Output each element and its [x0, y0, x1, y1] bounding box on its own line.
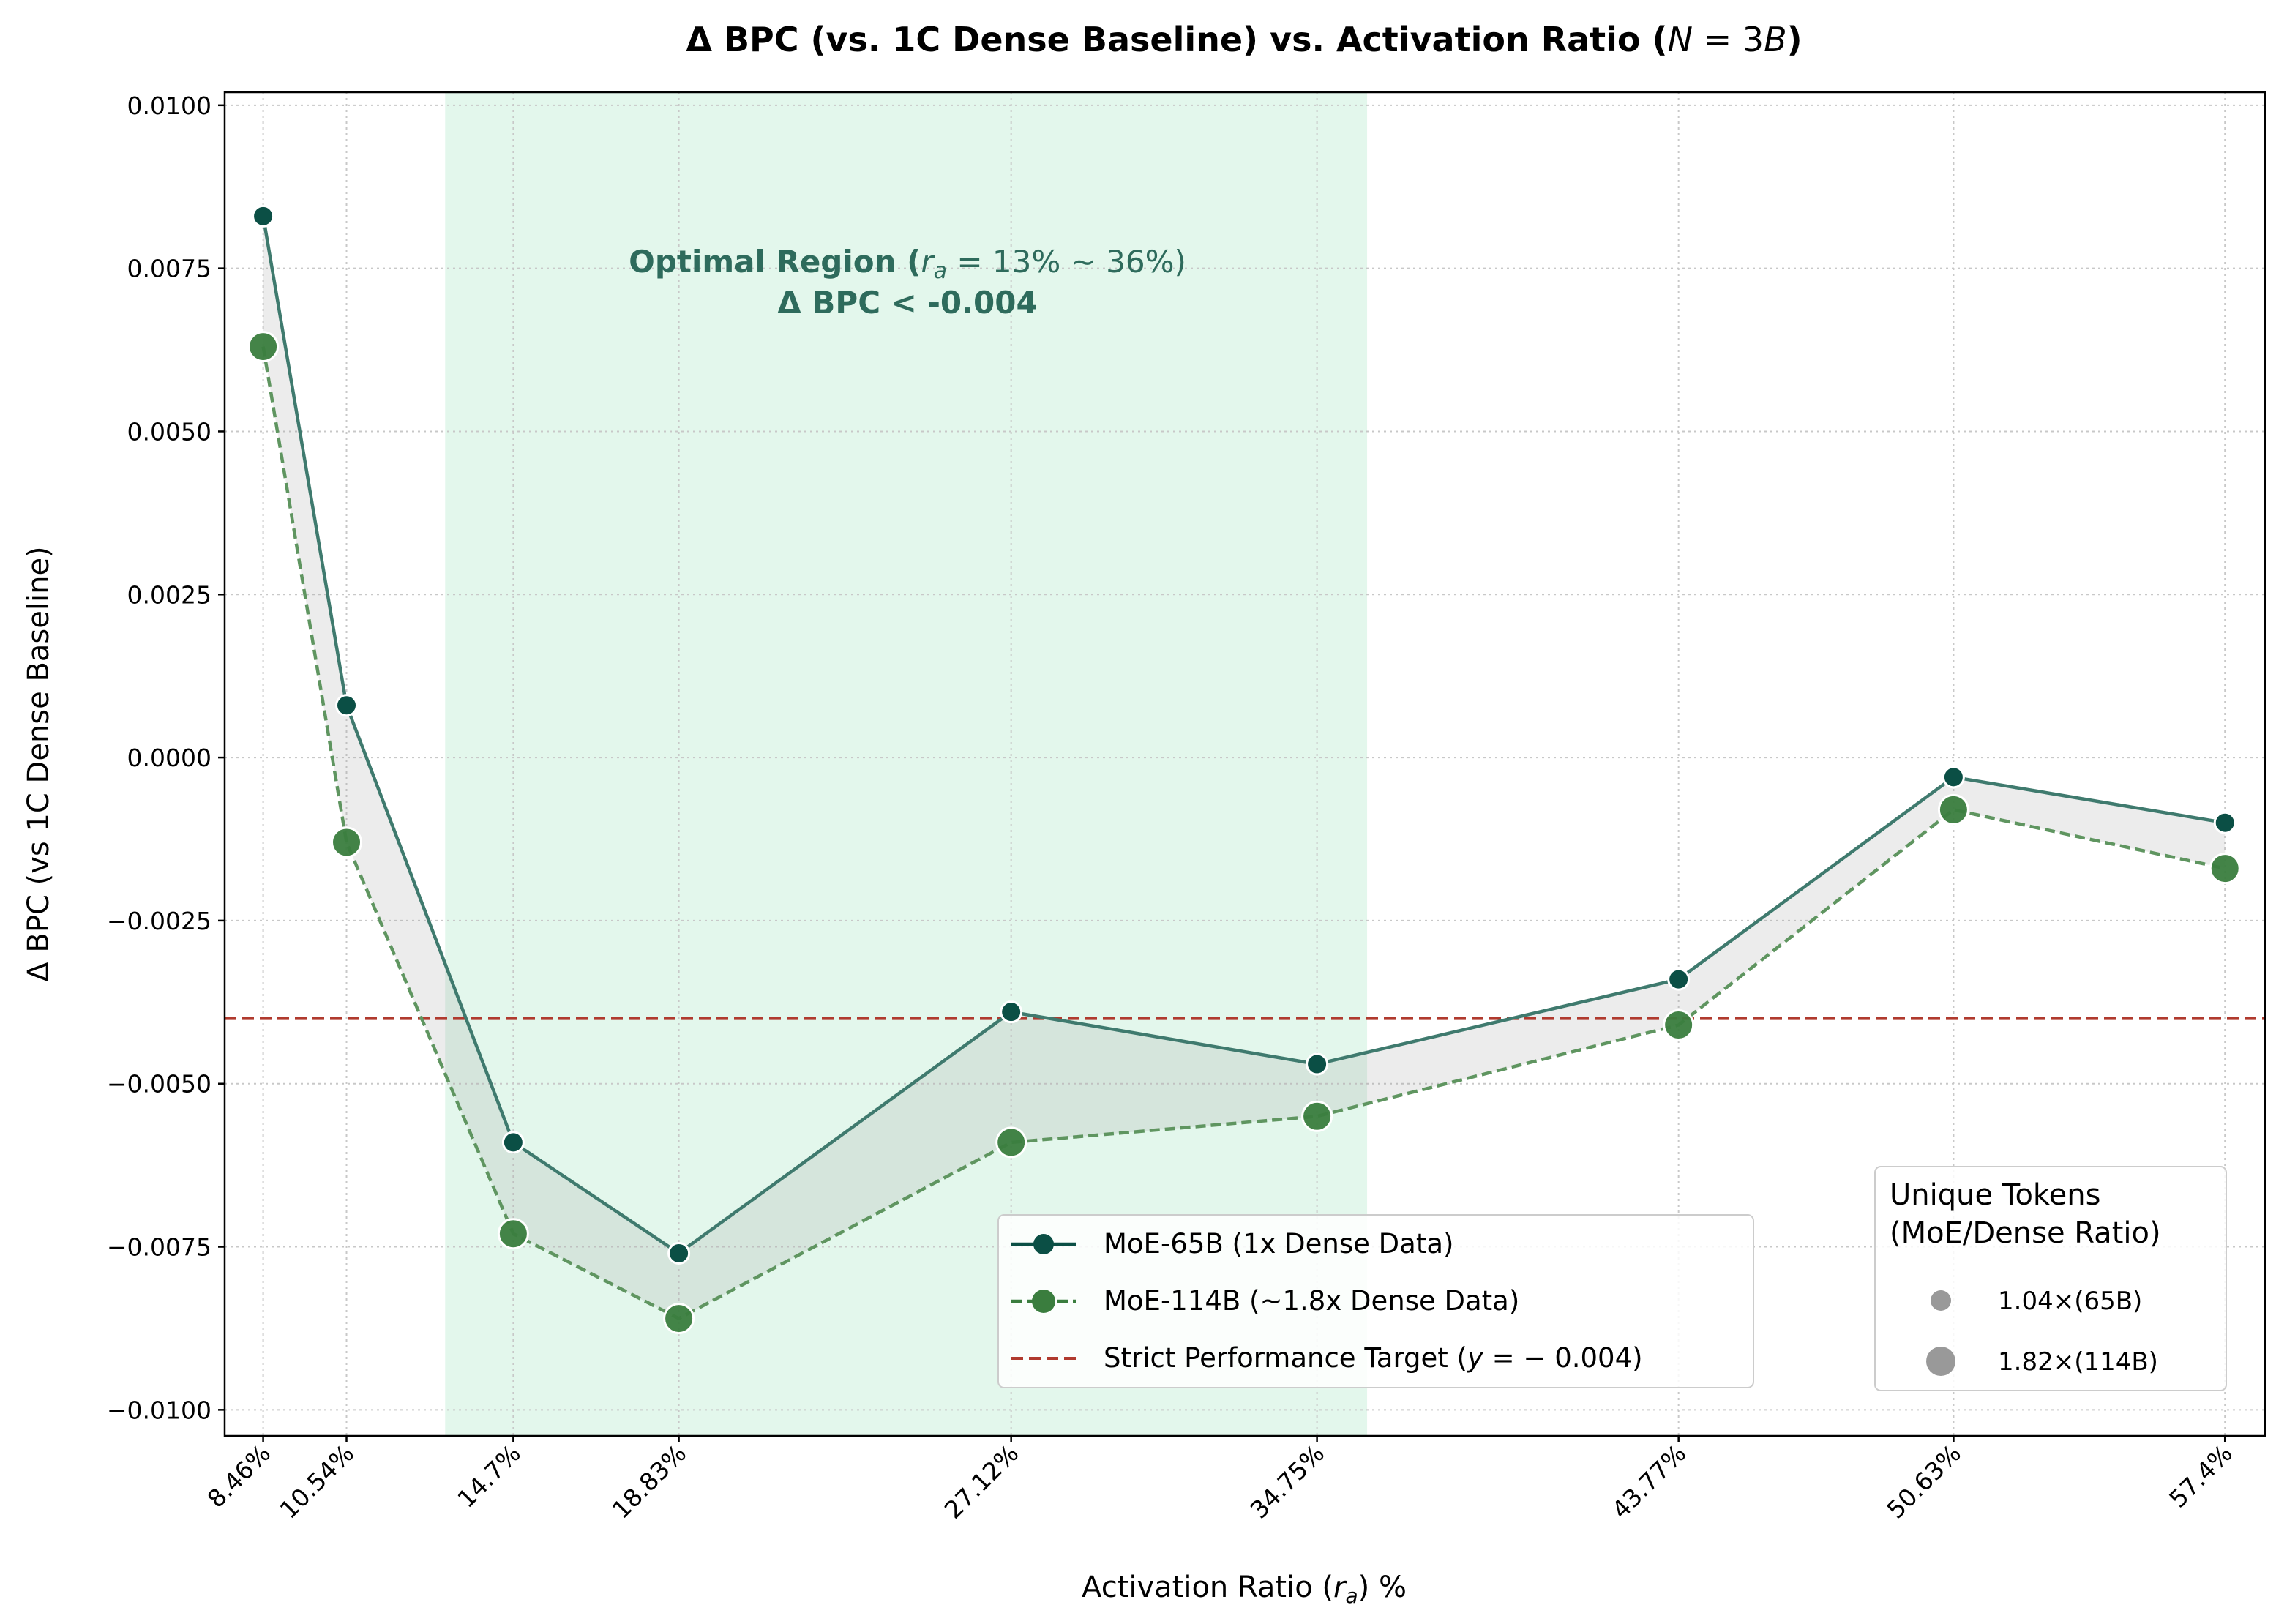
- data-point: [247, 331, 280, 363]
- size-legend-title-1: Unique Tokens: [1890, 1178, 2100, 1212]
- data-point: [1667, 968, 1691, 991]
- data-point: [1306, 1052, 1329, 1076]
- data-point: [1937, 793, 1969, 826]
- x-tick-label: 57.4%: [2163, 1439, 2238, 1513]
- size-legend-marker-1: [1931, 1290, 1951, 1311]
- x-tick-label: 27.12%: [939, 1439, 1025, 1524]
- size-legend: Unique Tokens (MoE/Dense Ratio) 1.04×(65B)…: [1874, 1166, 2227, 1391]
- data-point: [1942, 766, 1965, 789]
- data-point: [667, 1241, 691, 1265]
- data-point: [995, 1126, 1027, 1159]
- data-point: [1000, 1000, 1023, 1024]
- data-point: [663, 1303, 695, 1335]
- x-tick-label: 8.46%: [202, 1439, 277, 1513]
- data-point: [501, 1131, 525, 1154]
- y-tick-label: 0.0000: [127, 744, 211, 772]
- size-legend-marker-2: [1926, 1347, 1955, 1376]
- data-point: [331, 826, 363, 858]
- x-axis-label: Activation Ratio (ra) %: [1082, 1571, 1407, 1608]
- legend-marker-1: [1033, 1234, 1054, 1254]
- y-tick-label: 0.0075: [127, 255, 211, 283]
- y-tick-label: 0.0050: [127, 417, 211, 446]
- y-tick-label: −0.0075: [107, 1233, 211, 1262]
- x-tick-label: 14.7%: [452, 1439, 526, 1513]
- legend-box: [997, 1214, 1754, 1388]
- y-axis-label: Δ BPC (vs 1C Dense Baseline): [22, 546, 56, 981]
- size-legend-box: [1874, 1166, 2227, 1391]
- data-point: [252, 204, 275, 228]
- legend-label-2: MoE-114B (~1.8x Dense Data): [1104, 1285, 1519, 1317]
- optimal-region-label: Optimal Region (ra = 13% ∼ 36%): [629, 244, 1186, 284]
- grid: [225, 92, 2265, 1436]
- y-tick-label: −0.0025: [107, 907, 211, 935]
- size-legend-title-2: (MoE/Dense Ratio): [1890, 1216, 2161, 1250]
- data-point: [335, 694, 359, 717]
- size-legend-label-1: 1.04×(65B): [1998, 1287, 2142, 1316]
- x-tick-label: 10.54%: [274, 1439, 360, 1524]
- data-point: [2209, 853, 2241, 885]
- x-tick-label: 43.77%: [1606, 1439, 1692, 1524]
- series-line-2: [261, 346, 2226, 1320]
- legend-marker-2: [1032, 1290, 1055, 1313]
- y-tick-label: −0.0050: [107, 1070, 211, 1099]
- chart-title: Δ BPC (vs. 1C Dense Baseline) vs. Activa…: [686, 20, 1802, 59]
- data-point: [2213, 811, 2236, 834]
- x-tick-label: 18.83%: [607, 1439, 692, 1524]
- y-tick-label: 0.0100: [127, 91, 211, 120]
- legend-label-3: Strict Performance Target (y = − 0.004): [1104, 1342, 1643, 1374]
- x-tick-label: 34.75%: [1245, 1439, 1330, 1524]
- data-point: [1663, 1009, 1695, 1041]
- data-point: [1301, 1100, 1333, 1132]
- optimal-region-band: [445, 92, 1368, 1436]
- legend-label-1: MoE-65B (1x Dense Data): [1104, 1228, 1453, 1260]
- optimal-region-threshold-label: Δ BPC < -0.004: [777, 285, 1037, 321]
- size-legend-label-2: 1.82×(114B): [1998, 1347, 2158, 1377]
- fill-between-area: [263, 216, 2226, 1319]
- plot-frame: [223, 91, 2266, 1437]
- x-tick-label: 50.63%: [1882, 1439, 1967, 1524]
- legend: MoE-65B (1x Dense Data) MoE-114B (~1.8x D…: [997, 1214, 1754, 1388]
- data-point: [497, 1218, 529, 1250]
- y-tick-label: −0.0100: [107, 1396, 211, 1424]
- y-tick-label: 0.0025: [127, 580, 211, 609]
